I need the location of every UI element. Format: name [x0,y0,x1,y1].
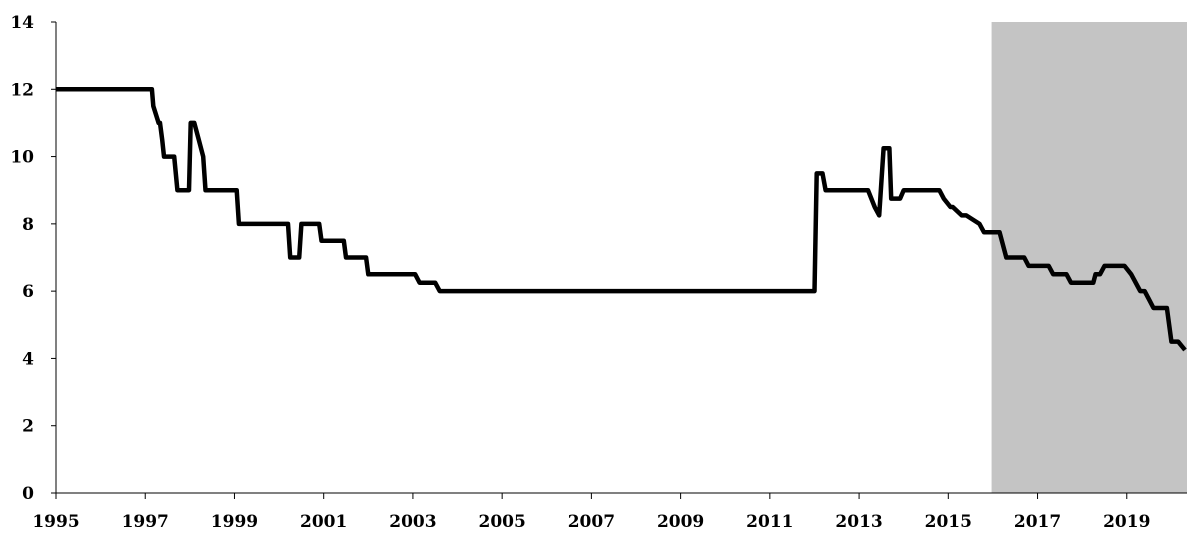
y-tick-label: 14 [10,13,34,33]
x-tick-label: 2011 [746,512,793,532]
x-tick-label: 1999 [211,512,258,532]
y-tick-label: 4 [22,349,34,369]
y-tick-label: 6 [22,282,34,302]
y-tick-label: 0 [22,484,34,504]
x-tick-label: 2009 [657,512,704,532]
y-tick-label: 10 [10,148,34,168]
x-tick-labels: 1995 1997 1999 2001 2003 2005 2007 2009 2011 2013… [32,512,1150,532]
x-tick-label: 1997 [122,512,169,532]
x-tick-label: 2019 [1103,512,1150,532]
series-line [56,87,1187,352]
x-tick-label: 2001 [300,512,347,532]
y-tick-label: 8 [22,215,34,235]
y-tick-marks [51,21,56,494]
y-tick-label: 2 [22,417,34,437]
x-tick-marks [55,493,1128,499]
y-tick-label: 12 [10,80,34,100]
x-tick-label: 1995 [32,512,79,532]
x-tick-label: 2003 [389,512,436,532]
y-tick-labels: 0 2 4 6 8 10 12 14 [10,13,34,504]
x-tick-label: 2013 [835,512,882,532]
x-tick-label: 2007 [568,512,615,532]
x-tick-label: 2017 [1014,512,1061,532]
x-tick-label: 2005 [478,512,525,532]
x-tick-label: 2015 [925,512,972,532]
